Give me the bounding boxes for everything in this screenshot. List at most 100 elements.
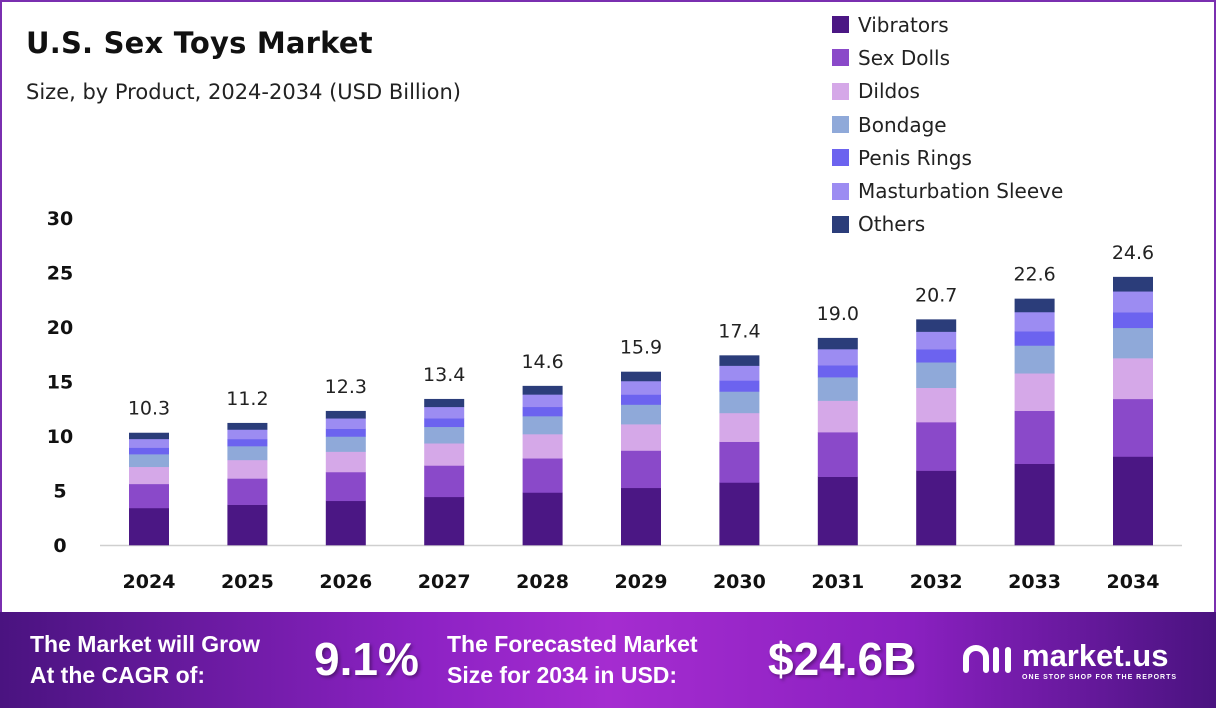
- bar-segment-dildos: [817, 400, 858, 433]
- bar-segment-others: [1014, 298, 1055, 313]
- bar-segment-masturbation-sleeve: [1014, 311, 1055, 332]
- bar-segment-sex-dolls: [817, 432, 858, 477]
- bar-segment-dildos: [1014, 373, 1055, 412]
- x-tick-label: 2024: [123, 571, 176, 593]
- bar-segment-bondage: [719, 391, 760, 414]
- stacked-bar-chart: 05101520253010.3202411.2202512.3202613.4…: [47, 208, 1182, 593]
- bar-segment-penis-rings: [916, 349, 957, 363]
- bar-segment-others: [817, 337, 858, 350]
- legend-swatch: [832, 182, 849, 200]
- bar-segment-sex-dolls: [1113, 398, 1153, 457]
- x-tick-label: 2032: [910, 571, 963, 593]
- cagr-label-line1: The Market will Grow: [30, 631, 261, 657]
- bar-segment-vibrators: [916, 470, 957, 546]
- x-tick-label: 2030: [713, 571, 766, 593]
- legend-label: Bondage: [858, 112, 947, 137]
- bar-segment-penis-rings: [522, 406, 563, 417]
- chart-subtitle: Size, by Product, 2024-2034 (USD Billion…: [26, 80, 461, 104]
- chart-title: U.S. Sex Toys Market: [26, 26, 373, 60]
- bar-segment-dildos: [227, 459, 268, 479]
- total-label: 17.4: [718, 320, 760, 342]
- total-label: 13.4: [423, 364, 465, 386]
- legend-swatch: [832, 116, 849, 134]
- legend-item: Penis Rings: [832, 141, 1063, 174]
- legend-swatch: [832, 16, 849, 34]
- chart-frame: [0, 0, 1216, 614]
- total-label: 15.9: [620, 337, 662, 359]
- total-label: 24.6: [1112, 242, 1154, 264]
- bar-segment-others: [621, 371, 661, 382]
- bar-segment-penis-rings: [621, 394, 661, 405]
- bar-segment-dildos: [1113, 358, 1153, 400]
- legend-label: Masturbation Sleeve: [858, 179, 1064, 204]
- y-tick-label: 0: [53, 535, 66, 557]
- legend-swatch: [832, 215, 849, 233]
- total-label: 22.6: [1013, 264, 1055, 286]
- bar-segment-others: [522, 385, 563, 395]
- legend-item: Vibrators: [832, 8, 1063, 41]
- bar-segment-bondage: [522, 416, 563, 435]
- y-tick-label: 10: [47, 426, 73, 448]
- bar-segment-bondage: [916, 362, 957, 389]
- legend-label: Sex Dolls: [858, 45, 951, 70]
- bar-segment-masturbation-sleeve: [817, 349, 858, 366]
- bar-segment-vibrators: [1014, 463, 1055, 546]
- bar-segment-others: [325, 410, 366, 419]
- bar-segment-vibrators: [129, 507, 169, 546]
- bar-segment-masturbation-sleeve: [424, 406, 465, 419]
- legend: Vibrators Sex Dolls Dildos Bondage Penis Rin…: [832, 8, 1063, 241]
- bar-segment-dildos: [325, 451, 366, 473]
- bar-segment-others: [129, 432, 169, 440]
- bar-segment-others: [719, 355, 760, 366]
- total-label: 20.7: [915, 284, 957, 306]
- bar-segment-masturbation-sleeve: [129, 438, 169, 448]
- bar-segment-bondage: [424, 426, 465, 444]
- x-tick-label: 2034: [1107, 571, 1160, 593]
- bar-segment-bondage: [817, 377, 858, 401]
- bar-segment-dildos: [129, 466, 169, 485]
- bar-segment-dildos: [719, 412, 760, 442]
- bar-segment-sex-dolls: [621, 450, 661, 489]
- bar-segment-others: [424, 398, 465, 408]
- bar-segment-sex-dolls: [1014, 410, 1055, 464]
- total-label: 19.0: [817, 303, 859, 325]
- x-tick-label: 2028: [516, 571, 569, 593]
- legend-label: Others: [858, 212, 926, 237]
- legend-item: Dildos: [832, 75, 1063, 108]
- x-tick-label: 2033: [1008, 571, 1061, 593]
- x-tick-label: 2031: [811, 571, 864, 593]
- bar-segment-dildos: [522, 434, 563, 459]
- bar-segment-masturbation-sleeve: [325, 418, 366, 429]
- legend-item: Sex Dolls: [832, 41, 1063, 74]
- bar-segment-penis-rings: [424, 418, 465, 428]
- bar-segment-others: [227, 422, 268, 430]
- bar-segment-masturbation-sleeve: [719, 365, 760, 381]
- bar-segment-penis-rings: [1014, 331, 1055, 346]
- total-label: 12.3: [325, 376, 367, 398]
- bar-segment-vibrators: [1113, 456, 1153, 546]
- bar-segment-sex-dolls: [916, 422, 957, 471]
- brand-name: market.us: [1022, 638, 1169, 673]
- bar-segment-masturbation-sleeve: [916, 331, 957, 350]
- x-tick-label: 2029: [615, 571, 668, 593]
- bar-segment-others: [1113, 276, 1153, 292]
- legend-label: Vibrators: [858, 12, 949, 37]
- bar-segment-penis-rings: [719, 380, 760, 392]
- bar-segment-vibrators: [719, 482, 760, 546]
- x-tick-label: 2025: [221, 571, 274, 593]
- footer-banner: The Market will Grow At the CAGR of: 9.1…: [0, 612, 1216, 708]
- bar-segment-bondage: [1014, 345, 1055, 374]
- legend-label: Penis Rings: [858, 145, 972, 170]
- bar-segment-penis-rings: [325, 428, 366, 437]
- market-us-logo-icon: [963, 644, 1011, 673]
- bar-segment-sex-dolls: [129, 483, 169, 509]
- legend-swatch: [832, 82, 849, 100]
- bar-segment-bondage: [1113, 327, 1153, 359]
- market-us-logo: market.us ONE STOP SHOP FOR THE REPORTS: [960, 638, 1177, 681]
- y-tick-label: 30: [47, 208, 73, 230]
- total-label: 10.3: [128, 398, 170, 420]
- bar-segment-vibrators: [424, 496, 465, 546]
- bar-segment-vibrators: [522, 492, 563, 546]
- bar-segment-penis-rings: [227, 438, 268, 447]
- bar-segment-vibrators: [621, 487, 661, 546]
